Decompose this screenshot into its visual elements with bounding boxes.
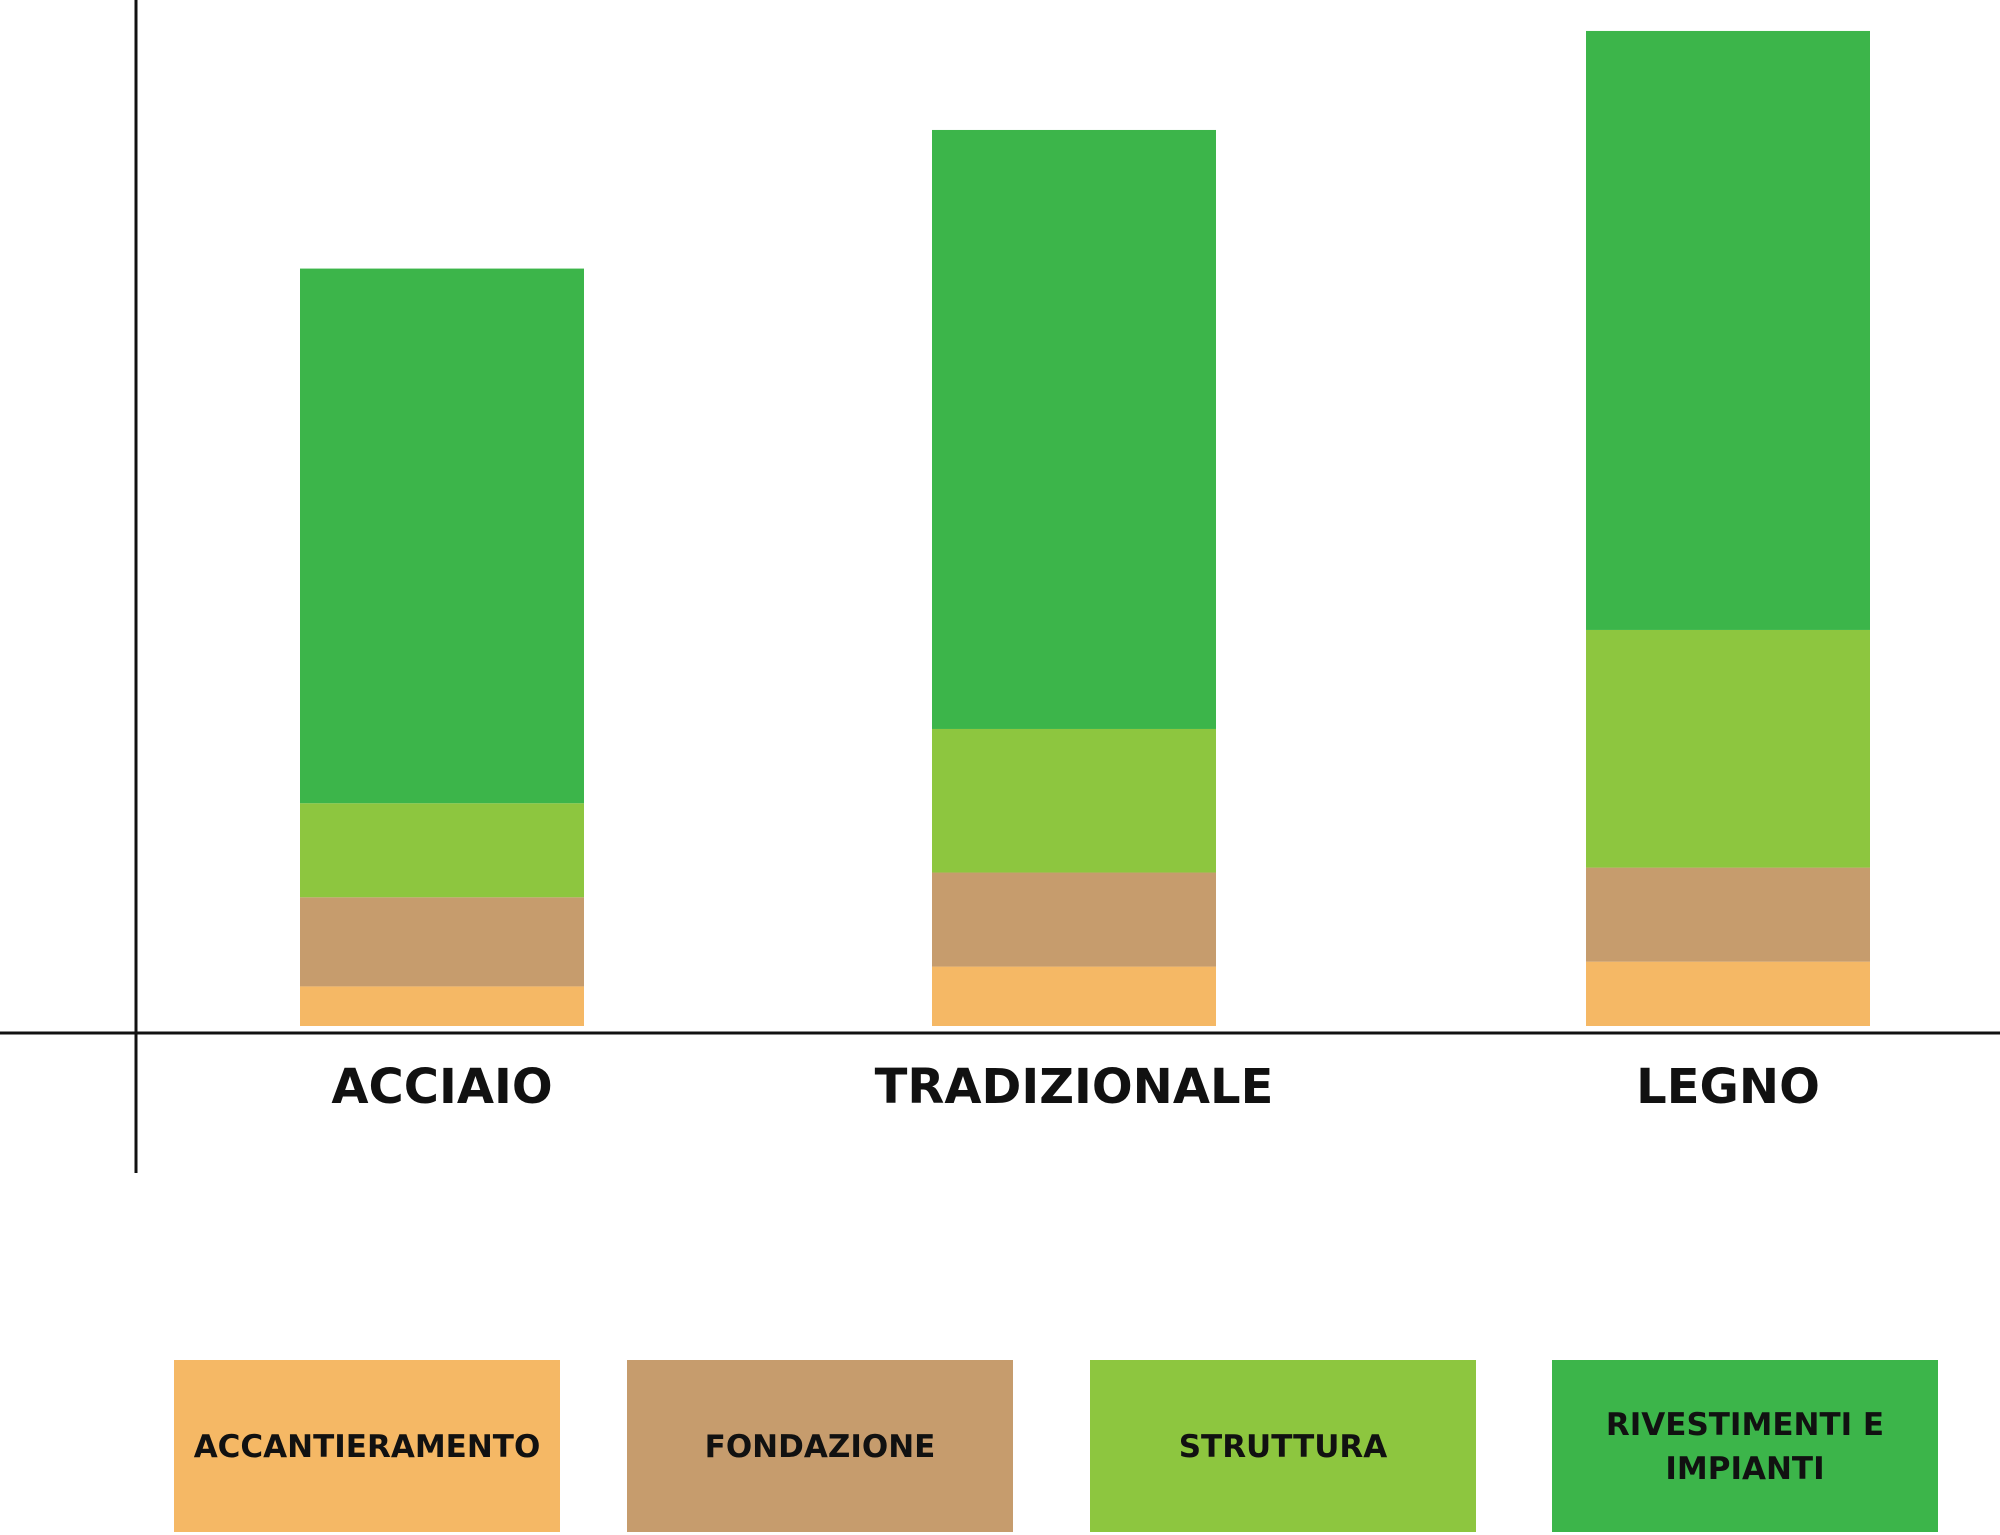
legend-item-fondazione: FONDAZIONE	[627, 1360, 1013, 1532]
legend-item-struttura: STRUTTURA	[1090, 1360, 1476, 1532]
bar-acciaio-rivestimenti-e-impianti	[300, 268, 584, 804]
legend-swatch	[627, 1360, 1013, 1532]
legend-label: FONDAZIONE	[705, 1429, 936, 1465]
bar-acciaio-struttura	[300, 803, 584, 898]
bar-legno-accantieramento	[1586, 961, 1870, 1026]
bar-legno-rivestimenti-e-impianti	[1586, 30, 1870, 630]
bar-legno-fondazione	[1586, 867, 1870, 962]
bar-tradizionale-fondazione	[932, 872, 1216, 967]
legend-label: RIVESTIMENTI E IMPIANTI	[1606, 1407, 1884, 1487]
bar-acciaio-fondazione	[300, 897, 584, 987]
bar-tradizionale-accantieramento	[932, 966, 1216, 1026]
category-label-legno: LEGNO	[1636, 1059, 1820, 1115]
legend-label: ACCANTIERAMENTO	[194, 1429, 541, 1465]
legend-item-accantieramento: ACCANTIERAMENTO	[174, 1360, 560, 1532]
legend-swatch	[174, 1360, 560, 1532]
category-label-acciaio: ACCIAIO	[331, 1059, 552, 1115]
bar-acciaio-accantieramento	[300, 986, 584, 1026]
bar-tradizionale-struttura	[932, 728, 1216, 873]
legend-item-rivestimenti-e-impianti: RIVESTIMENTI E IMPIANTI	[1552, 1360, 1938, 1532]
category-label-tradizionale: TRADIZIONALE	[875, 1059, 1274, 1115]
legend-label: STRUTTURA	[1179, 1429, 1388, 1465]
category-labels: ACCIAIO TRADIZIONALE LEGNO	[331, 1059, 1820, 1115]
legend: ACCANTIERAMENTO FONDAZIONE STRUTTURA RIVEST…	[174, 1360, 1938, 1532]
bar-tradizionale-rivestimenti-e-impianti	[932, 129, 1216, 729]
bar-legno-struttura	[1586, 629, 1870, 868]
legend-swatch	[1090, 1360, 1476, 1532]
legend-swatch	[1552, 1360, 1938, 1532]
bars-layer	[300, 30, 1870, 1026]
